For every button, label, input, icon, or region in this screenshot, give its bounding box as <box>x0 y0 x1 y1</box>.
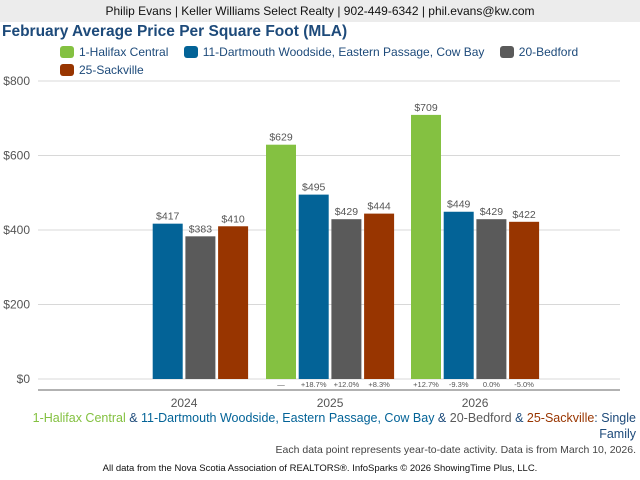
legend-label-halifax: 1-Halifax Central <box>79 45 169 59</box>
bar-bedford-2024 <box>185 236 216 379</box>
yoy-change-label: +12.7% <box>413 380 439 389</box>
legend-item-halifax[interactable]: 1-Halifax Central <box>60 44 168 60</box>
caption-separator: & <box>434 411 450 425</box>
bar-chart: $0 $200 $400 $600 $800 $417 $383 $410 2024 $629 — $… <box>3 74 620 410</box>
legend-swatch-halifax <box>60 46 74 58</box>
y-tick-label: $400 <box>3 223 30 237</box>
y-tick-label: $600 <box>3 149 30 163</box>
caption-property-type: : Single Family <box>594 411 636 441</box>
y-tick-label: $200 <box>3 298 30 312</box>
chart-title: February Average Price Per Square Foot (… <box>2 23 348 40</box>
bar-value-label: $429 <box>335 206 359 218</box>
caption-separator: & <box>511 411 527 425</box>
chart-legend: 1-Halifax Central 11-Dartmouth Woodside,… <box>60 44 630 80</box>
bar-value-label: $410 <box>221 213 245 225</box>
legend-label-bedford: 20-Bedford <box>518 45 579 59</box>
yoy-change-label: +18.7% <box>301 380 327 389</box>
yoy-change-label: +12.0% <box>334 380 360 389</box>
bar-bedford-2025 <box>331 219 362 379</box>
x-tick-label: 2024 <box>171 396 198 410</box>
bar-dartmouth-2025 <box>298 194 329 379</box>
bar-sackville-2026 <box>509 221 540 379</box>
bar-value-label: $449 <box>447 199 471 211</box>
bar-value-label: $417 <box>156 211 180 223</box>
chart-caption: 1-Halifax Central & 11-Dartmouth Woodsid… <box>6 410 636 442</box>
agent-contact-text: Philip Evans | Keller Williams Select Re… <box>105 4 535 18</box>
bar-sackville-2025 <box>364 213 395 379</box>
bar-value-label: $429 <box>480 206 504 218</box>
caption-sackville: 25-Sackville <box>526 411 595 425</box>
bar-value-label: $495 <box>302 182 326 194</box>
bar-dartmouth-2024 <box>152 223 183 379</box>
bar-value-label: $422 <box>512 209 536 221</box>
footer-attribution: All data from the Nova Scotia Associatio… <box>102 463 538 474</box>
bar-halifax-2026 <box>411 114 441 380</box>
legend-swatch-sackville <box>60 64 74 76</box>
bar-halifax-2025 <box>266 144 296 379</box>
caption-dartmouth: 11-Dartmouth Woodside, Eastern Passage, … <box>141 411 435 425</box>
bar-bedford-2026 <box>476 219 507 379</box>
x-tick-label: 2026 <box>462 396 489 410</box>
legend-swatch-bedford <box>499 46 514 58</box>
yoy-change-label: -9.3% <box>449 380 469 389</box>
yoy-change-label: +8.3% <box>368 380 390 389</box>
legend-item-sackville[interactable]: 25-Sackville <box>60 62 144 78</box>
bar-value-label: $709 <box>414 102 438 114</box>
legend-label-dartmouth: 11-Dartmouth Woodside, Eastern Passage, … <box>202 45 485 59</box>
agent-contact-bar: Philip Evans | Keller Williams Select Re… <box>0 0 640 22</box>
legend-label-sackville: 25-Sackville <box>79 63 144 77</box>
y-tick-label: $0 <box>17 372 31 386</box>
x-tick-label: 2025 <box>317 396 344 410</box>
caption-separator: & <box>125 411 142 425</box>
yoy-change-label: -5.0% <box>514 380 534 389</box>
bar-sackville-2024 <box>218 226 249 379</box>
yoy-change-label: 0.0% <box>483 380 500 389</box>
data-note: Each data point represents year-to-date … <box>275 444 636 456</box>
bar-value-label: $444 <box>367 201 391 213</box>
caption-bedford: 20-Bedford <box>449 411 512 425</box>
yoy-change-label: — <box>277 380 285 389</box>
bar-value-label: $629 <box>269 132 293 144</box>
legend-swatch-dartmouth <box>183 46 198 58</box>
legend-item-bedford[interactable]: 20-Bedford <box>499 44 579 60</box>
caption-halifax: 1-Halifax Central <box>32 411 126 425</box>
legend-item-dartmouth[interactable]: 11-Dartmouth Woodside, Eastern Passage, … <box>183 44 485 60</box>
y-tick-label: $800 <box>3 74 30 88</box>
bar-dartmouth-2026 <box>443 211 474 379</box>
bar-value-label: $383 <box>189 223 213 235</box>
